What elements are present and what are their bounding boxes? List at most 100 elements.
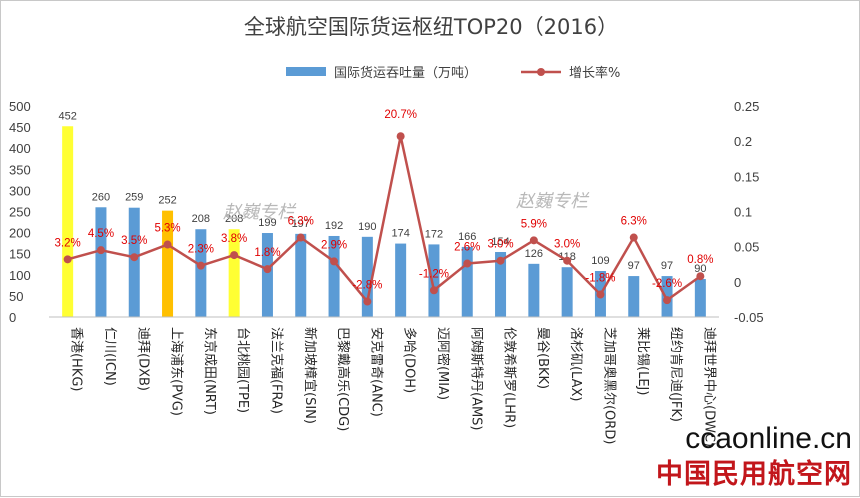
- rate-value-label: 6.3%: [288, 216, 314, 228]
- rate-value-label: 5.3%: [154, 223, 180, 235]
- left-tick-label: 250: [9, 205, 31, 220]
- bar: [62, 126, 74, 317]
- bar: [228, 229, 240, 317]
- line-point: [596, 290, 605, 299]
- bar: [162, 210, 174, 317]
- line-point: [196, 261, 205, 270]
- bar-value-label: 97: [628, 260, 640, 272]
- left-tick-label: 100: [9, 268, 31, 283]
- chart-title: 全球航空国际货运枢纽TOP20（2016）: [244, 15, 618, 39]
- category-label: 上海浦东(PVG): [169, 327, 184, 416]
- bar: [328, 235, 340, 317]
- category-label: 迪拜世界中心(DWC): [701, 327, 716, 447]
- left-tick-label: 150: [9, 247, 31, 262]
- line-point: [529, 236, 538, 245]
- bar-value-label: 208: [192, 213, 210, 225]
- line-point: [429, 286, 438, 295]
- legend-line-marker: [537, 68, 545, 76]
- bar: [461, 246, 473, 317]
- rate-value-label: -2.6%: [652, 278, 682, 290]
- bar: [694, 279, 706, 317]
- bar-value-label: 197: [292, 218, 310, 230]
- bar-value-label: 172: [425, 228, 443, 240]
- category-label: 香港(HKG): [69, 327, 84, 392]
- watermark: 赵巍专栏: [516, 191, 590, 212]
- category-label: 东京成田(NRT): [202, 327, 217, 415]
- bar: [628, 276, 640, 317]
- legend-line-label: 增长率%: [569, 65, 620, 81]
- bar-value-label: 154: [491, 236, 509, 248]
- rate-value-label: -1.2%: [419, 268, 449, 280]
- left-tick-label: 50: [9, 289, 23, 304]
- bar-value-label: 109: [591, 255, 609, 267]
- legend: 国际货运吞吐量（万吨） 增长率%: [286, 65, 620, 81]
- bar-value-label: 260: [92, 191, 110, 203]
- line-point: [563, 256, 572, 265]
- category-label: 安克雷奇(ANC): [368, 327, 384, 417]
- line-point: [230, 251, 239, 260]
- left-tick-label: 400: [9, 141, 31, 156]
- left-tick-label: 500: [9, 99, 31, 114]
- legend-bar-swatch: [286, 67, 326, 76]
- category-label: 洛杉矶(LAX): [568, 327, 583, 401]
- bar-value-label: 90: [694, 263, 706, 275]
- rate-value-label: -2.8%: [352, 280, 382, 292]
- left-axis: 0 50 100 150 200 250 300 350 400 450 500: [9, 99, 31, 325]
- rate-value-label: 6.3%: [621, 216, 647, 228]
- bar: [528, 263, 540, 317]
- bar-value-label: 190: [358, 221, 376, 233]
- right-tick-label: 0.05: [734, 240, 759, 255]
- growth-line: [67, 134, 702, 303]
- line-point: [396, 132, 405, 141]
- line-point: [463, 259, 472, 268]
- legend-bar-label: 国际货运吞吐量（万吨）: [334, 65, 477, 81]
- bar-value-label: 199: [258, 217, 276, 229]
- bar: [95, 207, 107, 317]
- category-label: 纽约肯尼迪(JFK): [668, 327, 683, 422]
- bar-value-label: 97: [661, 260, 673, 272]
- line-point: [63, 255, 72, 264]
- bar-value-label: 452: [58, 110, 76, 122]
- right-tick-label: 0.15: [734, 169, 759, 184]
- right-tick-label: 0.25: [734, 99, 759, 114]
- line-point: [496, 256, 505, 265]
- category-label: 仁川(ICN): [102, 327, 117, 386]
- rate-value-label: 3.5%: [121, 235, 147, 247]
- rate-value-label: 3.2%: [55, 237, 81, 249]
- bar-series: [62, 126, 706, 317]
- rate-value-label: -1.8%: [585, 272, 615, 284]
- line-series: [63, 132, 705, 306]
- bar-value-label: 174: [391, 228, 409, 240]
- rate-value-label: 3.8%: [221, 233, 247, 245]
- category-label: 新加坡樟宜(SIN): [302, 327, 318, 424]
- right-tick-label: -0.05: [734, 310, 764, 325]
- category-label: 莱比锡(LEJ): [635, 327, 650, 395]
- watermark: 赵巍专栏: [223, 202, 297, 223]
- line-point: [96, 246, 105, 255]
- site-brand: 中国民用航空网: [656, 458, 852, 490]
- rate-value-label: 4.5%: [88, 228, 114, 240]
- line-point: [663, 296, 672, 305]
- rate-value-label: 0.8%: [687, 254, 713, 266]
- right-tick-label: 0: [734, 275, 741, 290]
- site-url: ccaonline.cn: [685, 422, 852, 455]
- line-point: [130, 253, 139, 262]
- bar-value-label: 192: [325, 220, 343, 232]
- bar: [361, 236, 373, 317]
- rate-value-label: 2.6%: [454, 242, 480, 254]
- rate-value-label: 5.9%: [521, 218, 547, 230]
- bar: [128, 207, 140, 317]
- rate-value-label: 2.3%: [188, 244, 214, 256]
- bar: [495, 252, 507, 317]
- rate-value-labels: 3.2% 4.5% 3.5% 5.3% 2.3% 3.8% 1.8% 6.3% 2.9% -2.8…: [55, 109, 714, 291]
- bar-value-label: 252: [158, 195, 176, 207]
- right-tick-label: 0.2: [734, 134, 752, 149]
- bar-value-labels: 452 260 259 252 208 208 199 197 192 190 174 172 166 1…: [58, 110, 706, 275]
- bar: [295, 233, 307, 317]
- line-point: [163, 240, 172, 249]
- bar: [261, 233, 273, 317]
- left-tick-label: 0: [9, 310, 16, 325]
- line-point: [263, 265, 272, 274]
- left-tick-label: 450: [9, 120, 31, 135]
